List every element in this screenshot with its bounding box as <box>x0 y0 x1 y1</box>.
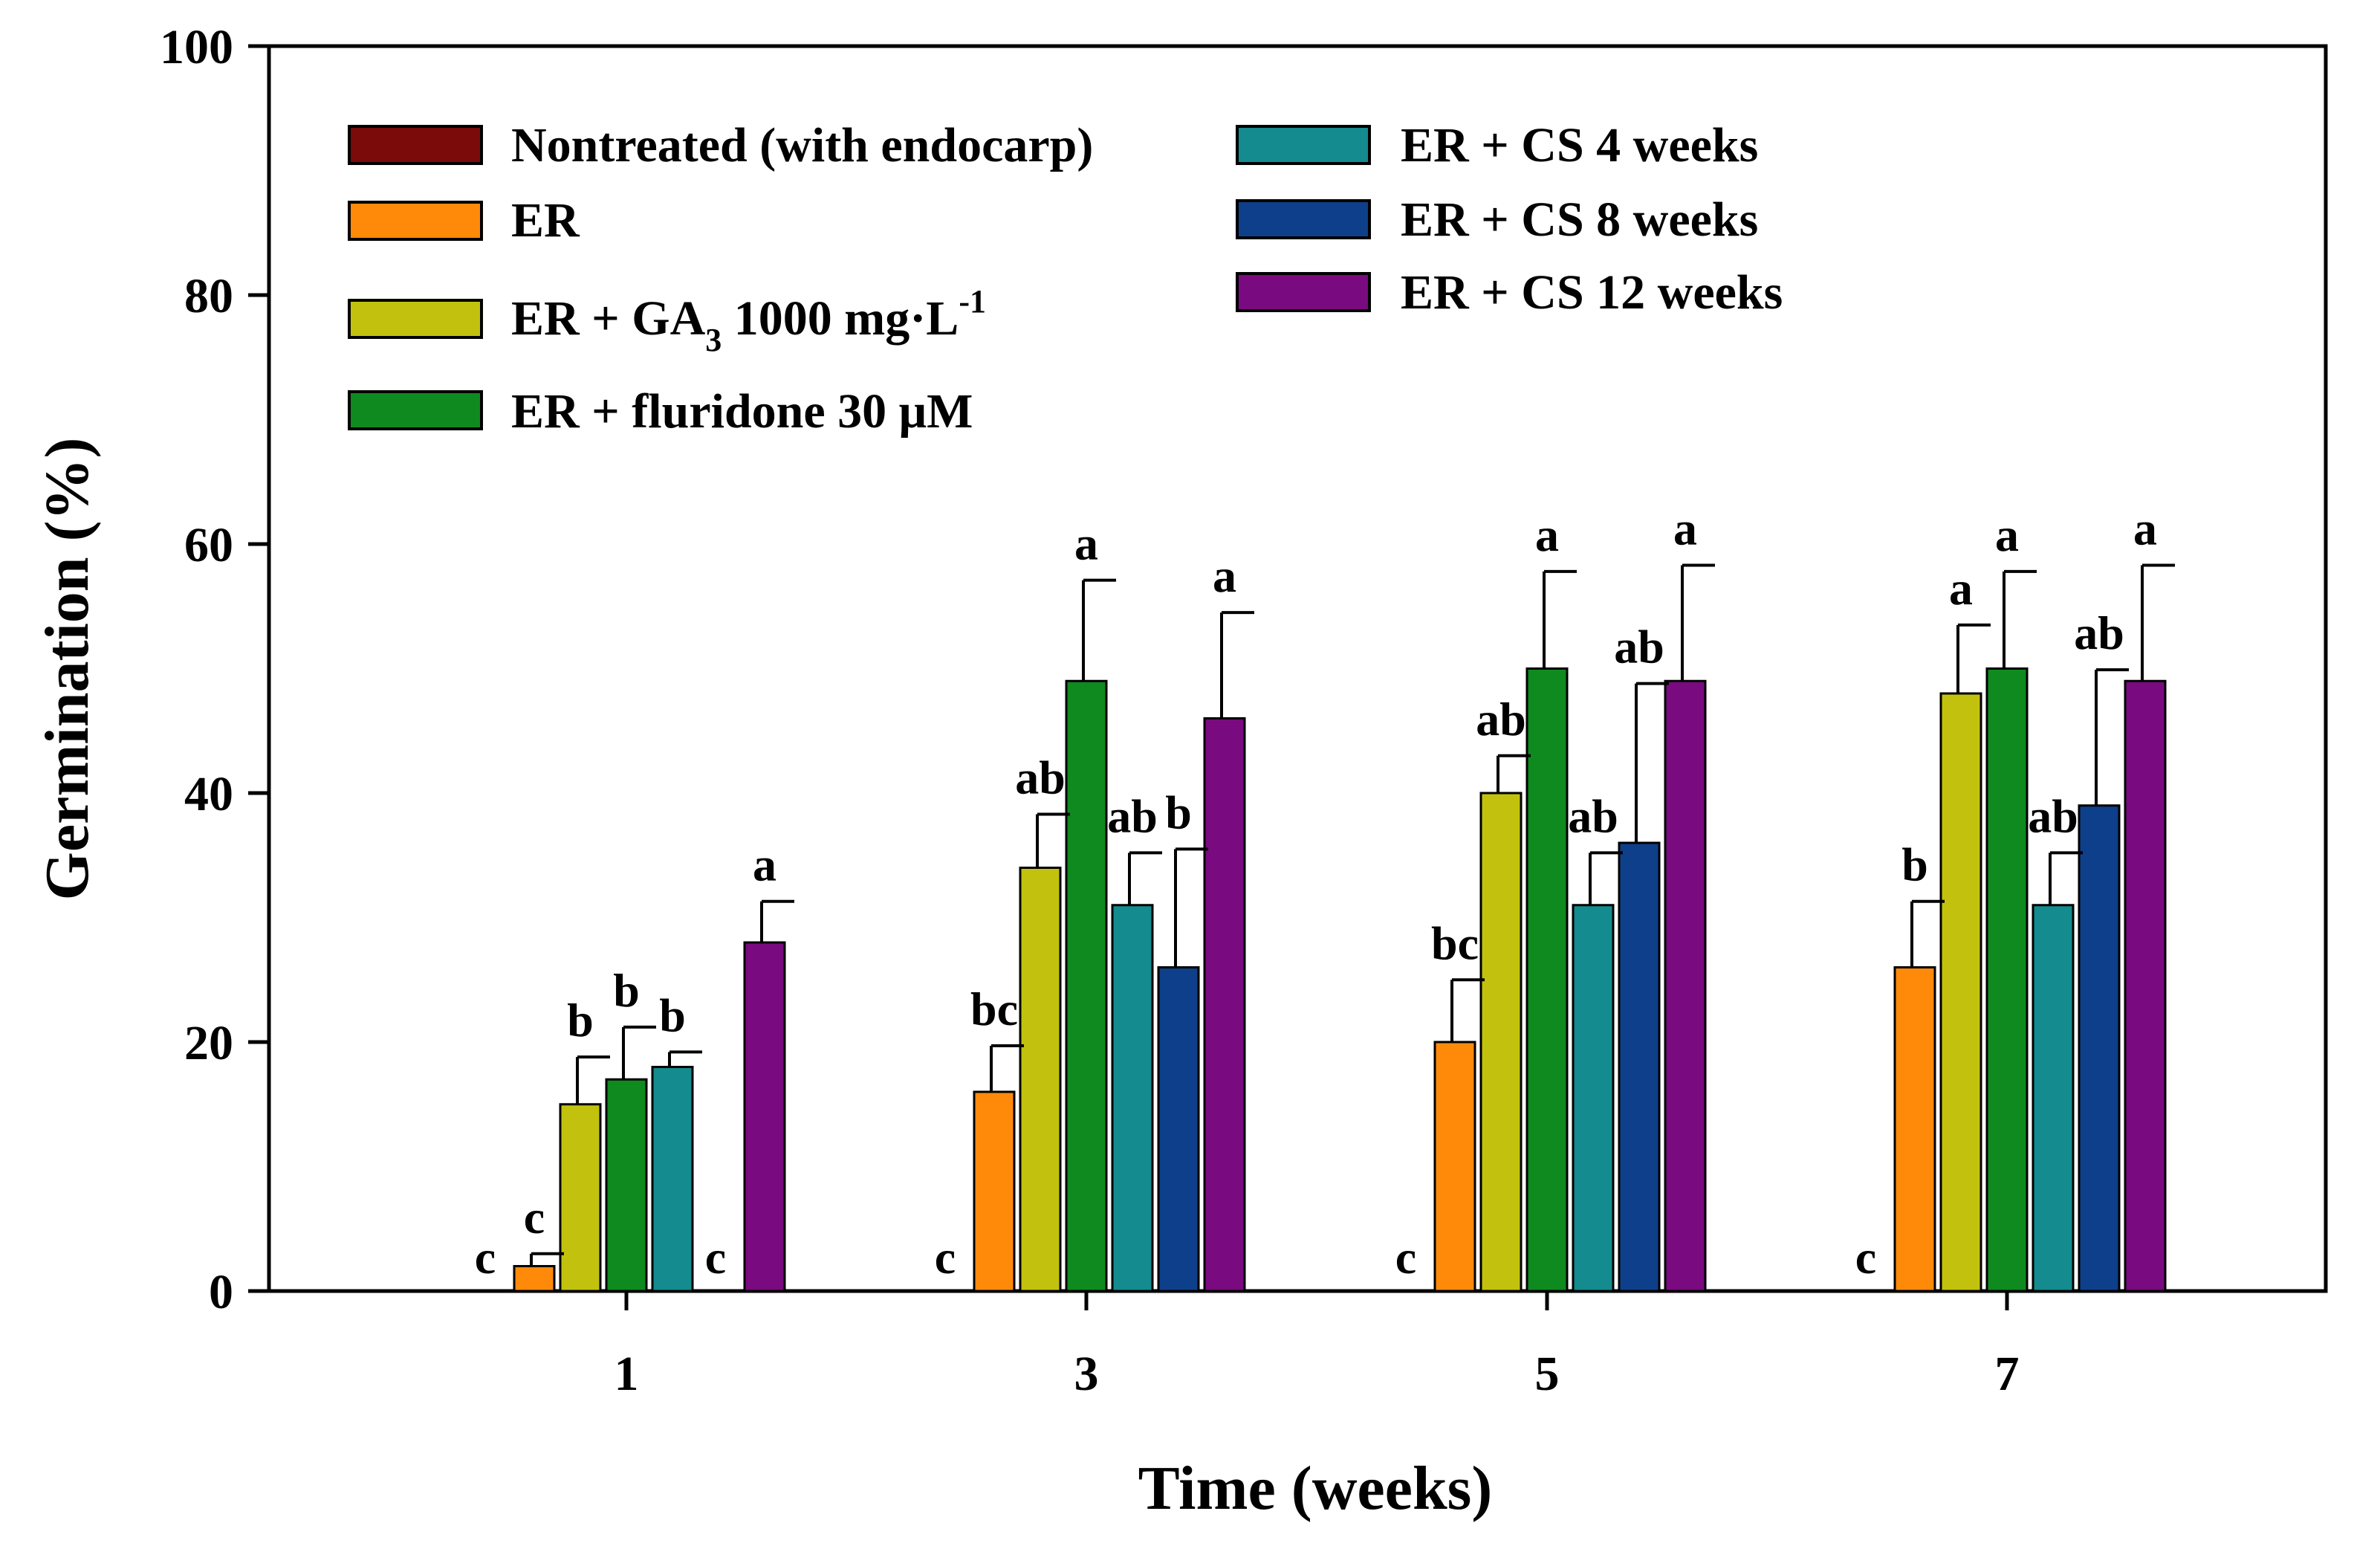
error-bars-layer <box>530 563 2175 1267</box>
legend-label-nontreated: Nontreated (with endocarp) <box>511 118 1093 172</box>
significance-letter-er-week-5: bc <box>1431 916 1479 969</box>
bar-er-fluridone-30-m-week-1 <box>605 1078 648 1293</box>
bar-er-week-7 <box>1893 966 1936 1293</box>
plot-frame <box>267 44 2328 1293</box>
significance-letter-nontreated-with-endocarp-week-1: c <box>475 1231 496 1284</box>
legend-swatch-er-cs-8w <box>1236 199 1371 239</box>
significance-letter-er-week-1: c <box>524 1191 545 1243</box>
legend-swatch-er-ga3 <box>348 299 483 339</box>
significance-letter-nontreated-with-endocarp-week-5: c <box>1395 1231 1416 1284</box>
legend-swatch-nontreated <box>348 125 483 165</box>
y-tick-label: 80 <box>184 269 233 323</box>
significance-letter-er-ga3-1000-mg-l-1-week-7: a <box>1949 562 1973 615</box>
bar-er-cs-8-weeks-week-5 <box>1618 841 1661 1293</box>
significance-letter-er-ga3-1000-mg-l-1-week-5: ab <box>1476 693 1526 745</box>
bars-layer <box>513 667 2167 1293</box>
significance-letter-er-fluridone-30-m-week-7: a <box>1995 508 2019 561</box>
bar-er-cs-4-weeks-week-5 <box>1572 904 1615 1293</box>
bar-er-fluridone-30-m-week-3 <box>1065 679 1108 1293</box>
significance-letter-er-fluridone-30-m-week-3: a <box>1074 517 1098 570</box>
significance-letter-er-cs-4-weeks-week-7: ab <box>2028 789 2078 842</box>
significance-letter-er-cs-12-weeks-week-1: a <box>753 838 776 891</box>
significance-letter-er-cs-8-weeks-week-3: b <box>1165 786 1192 838</box>
bar-er-cs-12-weeks-week-3 <box>1203 717 1246 1293</box>
legend-label-er-ga3: ER + GA3 1000 mg·L-1 <box>511 283 986 358</box>
significance-letter-er-cs-12-weeks-week-5: a <box>1673 502 1697 554</box>
significance-letter-er-cs-8-weeks-week-5: ab <box>1614 621 1664 673</box>
legend: Nontreated (with endocarp) ER ER + GA3 1… <box>348 118 1783 439</box>
significance-letter-nontreated-with-endocarp-week-7: c <box>1855 1231 1876 1284</box>
legend-swatch-er-fluridone <box>348 390 483 430</box>
significance-letter-er-cs-12-weeks-week-7: a <box>2133 502 2157 554</box>
bar-er-ga3-1000-mg-l-1-week-1 <box>559 1103 602 1293</box>
y-tick-label: 0 <box>209 1265 233 1319</box>
bar-er-ga3-1000-mg-l-1-week-5 <box>1479 792 1523 1293</box>
significance-letter-er-week-3: bc <box>970 983 1018 1035</box>
bar-er-cs-4-weeks-week-1 <box>651 1066 694 1293</box>
y-axis-title: Germination (%) <box>33 438 102 901</box>
significance-letter-er-ga3-1000-mg-l-1-week-1: b <box>567 994 594 1047</box>
legend-label-er-cs-4w: ER + CS 4 weeks <box>1401 118 1758 172</box>
bar-er-week-5 <box>1433 1041 1476 1293</box>
significance-letter-er-cs-4-weeks-week-1: b <box>659 989 686 1041</box>
bar-er-ga3-1000-mg-l-1-week-7 <box>1939 692 1982 1293</box>
x-tick-label: 5 <box>1535 1347 1560 1401</box>
bar-er-cs-8-weeks-week-7 <box>2078 804 2121 1293</box>
x-axis-title: Time (weeks) <box>1138 1454 1493 1523</box>
x-tick-label: 1 <box>615 1347 639 1401</box>
significance-letter-er-cs-12-weeks-week-3: a <box>1213 549 1236 602</box>
legend-swatch-er <box>348 201 483 241</box>
bar-er-ga3-1000-mg-l-1-week-3 <box>1019 867 1062 1293</box>
legend-label-er-cs-8w: ER + CS 8 weeks <box>1401 193 1758 247</box>
bar-er-cs-12-weeks-week-7 <box>2124 679 2167 1293</box>
significance-letter-er-cs-8-weeks-week-1: c <box>705 1231 726 1284</box>
significance-letter-er-fluridone-30-m-week-1: b <box>613 964 640 1017</box>
significance-letter-nontreated-with-endocarp-week-3: c <box>935 1231 956 1284</box>
x-tick-label: 7 <box>1995 1347 2020 1401</box>
bar-er-cs-8-weeks-week-3 <box>1157 966 1200 1293</box>
significance-letter-er-fluridone-30-m-week-5: a <box>1535 508 1559 561</box>
bar-er-cs-12-weeks-week-1 <box>743 941 786 1293</box>
bar-er-cs-4-weeks-week-7 <box>2032 904 2075 1293</box>
legend-swatch-er-cs-4w <box>1236 125 1371 165</box>
x-tick-label: 3 <box>1074 1347 1099 1401</box>
legend-swatch-er-cs-12w <box>1236 272 1371 312</box>
legend-label-er-fluridone: ER + fluridone 30 μM <box>511 384 973 439</box>
y-tick-label: 60 <box>184 518 233 572</box>
bar-er-week-3 <box>973 1090 1016 1293</box>
significance-letter-er-ga3-1000-mg-l-1-week-3: ab <box>1015 751 1066 803</box>
legend-label-er: ER <box>511 193 580 248</box>
y-tick-label: 20 <box>184 1016 233 1070</box>
significance-letter-er-cs-4-weeks-week-3: ab <box>1107 789 1158 842</box>
bar-er-fluridone-30-m-week-7 <box>1985 667 2029 1293</box>
legend-label-er-cs-12w: ER + CS 12 weeks <box>1401 265 1783 320</box>
y-tick-label: 40 <box>184 767 233 821</box>
significance-letter-er-cs-4-weeks-week-5: ab <box>1568 789 1618 842</box>
bar-er-week-1 <box>513 1265 556 1293</box>
y-axis: 0 20 40 60 80 100 <box>160 20 269 1319</box>
bar-er-cs-12-weeks-week-5 <box>1664 679 1707 1293</box>
bar-er-cs-4-weeks-week-3 <box>1111 904 1154 1293</box>
significance-letter-er-week-7: b <box>1901 838 1928 891</box>
x-axis: 1 3 5 7 <box>615 1291 2020 1401</box>
y-tick-label: 100 <box>160 20 233 74</box>
significance-letter-er-cs-8-weeks-week-7: ab <box>2074 606 2124 659</box>
bar-er-fluridone-30-m-week-5 <box>1525 667 1569 1293</box>
